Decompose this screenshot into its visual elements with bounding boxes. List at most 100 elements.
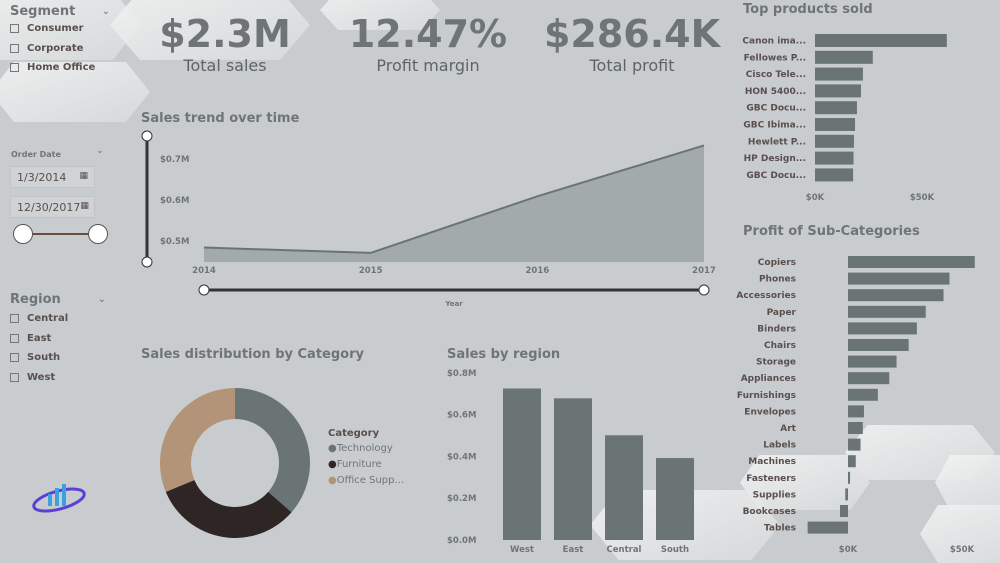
bar[interactable] (848, 455, 856, 468)
y-zoom-handle[interactable] (141, 256, 153, 268)
region-option-east[interactable]: East (10, 329, 106, 349)
chevron-down-icon[interactable]: ⌄ (101, 6, 110, 17)
region-option-central[interactable]: Central (10, 309, 106, 329)
checkbox-icon[interactable] (10, 372, 19, 382)
x-tick-label: $0K (806, 193, 825, 203)
checkbox-icon[interactable] (10, 43, 19, 53)
bar[interactable] (840, 505, 848, 517)
bar[interactable] (815, 84, 862, 98)
x-tick-label: Central (607, 545, 642, 555)
legend-dot-icon: ● (328, 443, 337, 454)
bar-west[interactable] (503, 388, 541, 540)
x-zoom-handle[interactable] (198, 284, 210, 296)
kpi-value: $286.4K (543, 12, 721, 56)
x-zoom-handle[interactable] (698, 284, 710, 296)
sales-trend-title: Sales trend over time (141, 111, 300, 126)
x-tick-label: $50K (950, 545, 975, 555)
legend-item-office-supplies[interactable]: ●Office Supp... (328, 475, 404, 486)
region-option-west[interactable]: West (10, 368, 106, 388)
bar[interactable] (815, 151, 854, 165)
bar[interactable] (848, 305, 926, 318)
bar[interactable] (848, 372, 890, 385)
kpi-label: Total profit (589, 56, 675, 75)
chevron-down-icon[interactable]: ⌄ (97, 294, 106, 305)
y-tick-label: $0.8M (447, 369, 476, 379)
y-zoom-handle[interactable] (141, 130, 153, 142)
bar-south[interactable] (656, 458, 694, 540)
bar-label: Canon ima... (742, 37, 806, 47)
segment-option-corporate[interactable]: Corporate (10, 39, 110, 59)
y-tick-label: $0.6M (160, 196, 189, 206)
checkbox-icon[interactable] (10, 353, 19, 363)
bar-label: Machines (748, 457, 796, 467)
chevron-down-icon[interactable]: ⌄ (96, 146, 104, 156)
bar[interactable] (848, 438, 861, 451)
end-date-input[interactable]: 12/30/2017 ▦ (10, 196, 95, 218)
checkbox-icon[interactable] (10, 314, 19, 324)
bar[interactable] (807, 521, 848, 534)
bar[interactable] (815, 50, 873, 64)
checkbox-icon[interactable] (10, 333, 19, 343)
x-axis-title: Year (444, 300, 463, 308)
background-hexagon (320, 0, 440, 30)
bar[interactable] (815, 134, 854, 148)
bar-label: Art (780, 424, 796, 434)
donut-slice-office-supp-[interactable] (160, 388, 235, 492)
bar[interactable] (848, 388, 878, 401)
segment-option-consumer[interactable]: Consumer (10, 19, 110, 39)
option-label: Corporate (27, 42, 84, 54)
bar[interactable] (848, 289, 944, 302)
end-date-value: 12/30/2017 (17, 201, 81, 214)
bar[interactable] (848, 256, 975, 268)
bar[interactable] (845, 488, 848, 501)
bar-label: Cisco Tele... (746, 70, 806, 80)
bar[interactable] (848, 471, 851, 484)
bar-label: Labels (763, 441, 796, 451)
date-range-start-handle[interactable] (13, 224, 33, 244)
calendar-icon[interactable]: ▦ (80, 201, 89, 211)
checkbox-icon[interactable] (10, 24, 19, 34)
donut-slice-technology[interactable] (235, 388, 311, 513)
region-option-south[interactable]: South (10, 348, 106, 368)
bar[interactable] (815, 118, 856, 131)
bar-east[interactable] (554, 398, 592, 540)
legend-label: Furniture (336, 459, 382, 470)
bar[interactable] (815, 168, 854, 182)
bar-label: Binders (757, 324, 796, 334)
date-range-end-handle[interactable] (88, 224, 108, 244)
date-range-track[interactable] (22, 233, 98, 235)
kpi-label: Profit margin (376, 56, 480, 75)
bar[interactable] (848, 355, 897, 368)
option-label: East (27, 332, 52, 344)
bar[interactable] (848, 422, 863, 434)
bar[interactable] (815, 67, 863, 81)
bar-central[interactable] (605, 435, 643, 540)
x-tick-label: West (510, 545, 534, 555)
bar[interactable] (848, 322, 917, 335)
segment-option-home-office[interactable]: Home Office (10, 58, 110, 78)
start-date-input[interactable]: 1/3/2014 ▦ (10, 166, 95, 188)
bar-label: Chairs (764, 341, 796, 351)
donut-slice-furniture[interactable] (165, 479, 292, 539)
legend-item-furniture[interactable]: ●Furniture (328, 459, 404, 470)
bar-label: Furnishings (737, 391, 796, 401)
checkbox-icon[interactable] (10, 63, 19, 73)
bar[interactable] (848, 339, 909, 351)
bar[interactable] (848, 272, 950, 285)
bar-label: Storage (756, 358, 796, 368)
legend-item-technology[interactable]: ●Technology (328, 443, 404, 454)
bar-label: GBC Docu... (746, 171, 806, 181)
bar-label: Accessories (736, 291, 796, 301)
x-tick-label: 2014 (192, 266, 216, 276)
bar[interactable] (848, 405, 864, 418)
x-tick-label: $50K (910, 193, 935, 203)
kpi-profit-margin: 12.47% Profit margin (328, 12, 528, 75)
calendar-icon[interactable]: ▦ (79, 171, 88, 181)
bar-label: Appliances (741, 374, 796, 384)
bar-label: HP Design... (744, 154, 806, 164)
bar[interactable] (815, 101, 857, 115)
start-date-value: 1/3/2014 (17, 171, 67, 184)
bar[interactable] (815, 34, 947, 47)
background-hexagon (110, 0, 310, 60)
x-tick-label: $0K (839, 545, 858, 555)
